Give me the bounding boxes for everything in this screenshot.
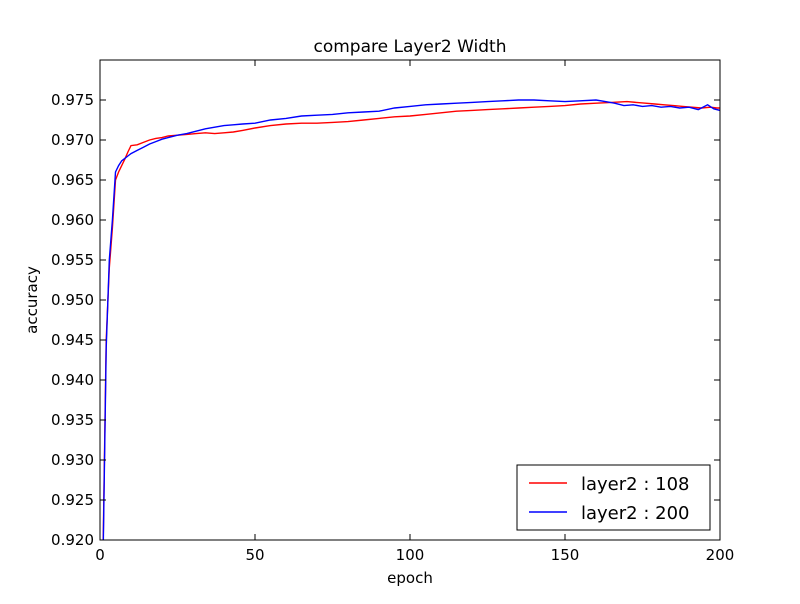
y-tick-label: 0.975 <box>51 91 94 109</box>
y-tick-label: 0.935 <box>51 411 94 429</box>
plot-area: 0 50 100 150 200 0.920 0.925 0.930 0.935 0.940 0.9… <box>51 59 735 564</box>
y-tick-label: 0.965 <box>51 171 94 189</box>
y-tick-label: 0.930 <box>51 451 94 469</box>
y-tick-label: 0.920 <box>51 531 94 549</box>
y-tick-label: 0.945 <box>51 331 94 349</box>
y-axis-label: accuracy <box>23 266 41 334</box>
series-line-1 <box>102 100 720 540</box>
x-tick-label: 150 <box>551 546 580 564</box>
y-tick-label: 0.955 <box>51 251 94 269</box>
x-tick-label: 0 <box>95 546 105 564</box>
y-tick-label: 0.925 <box>51 491 94 509</box>
y-tick-label: 0.970 <box>51 131 94 149</box>
legend-label-2: layer2 : 200 <box>581 503 689 524</box>
series-line-2 <box>102 99 720 540</box>
y-tick-label: 0.950 <box>51 291 94 309</box>
x-axis-label: epoch <box>387 569 433 587</box>
legend-box <box>516 464 711 531</box>
chart-title: compare Layer2 Width <box>313 37 506 57</box>
x-tick-label: 100 <box>396 546 425 564</box>
legend-label-1: layer2 : 108 <box>581 474 689 495</box>
x-tick-label: 200 <box>706 546 735 564</box>
y-tick-label: 0.940 <box>51 371 94 389</box>
y-tick-label: 0.960 <box>51 211 94 229</box>
x-tick-label: 50 <box>245 546 264 564</box>
